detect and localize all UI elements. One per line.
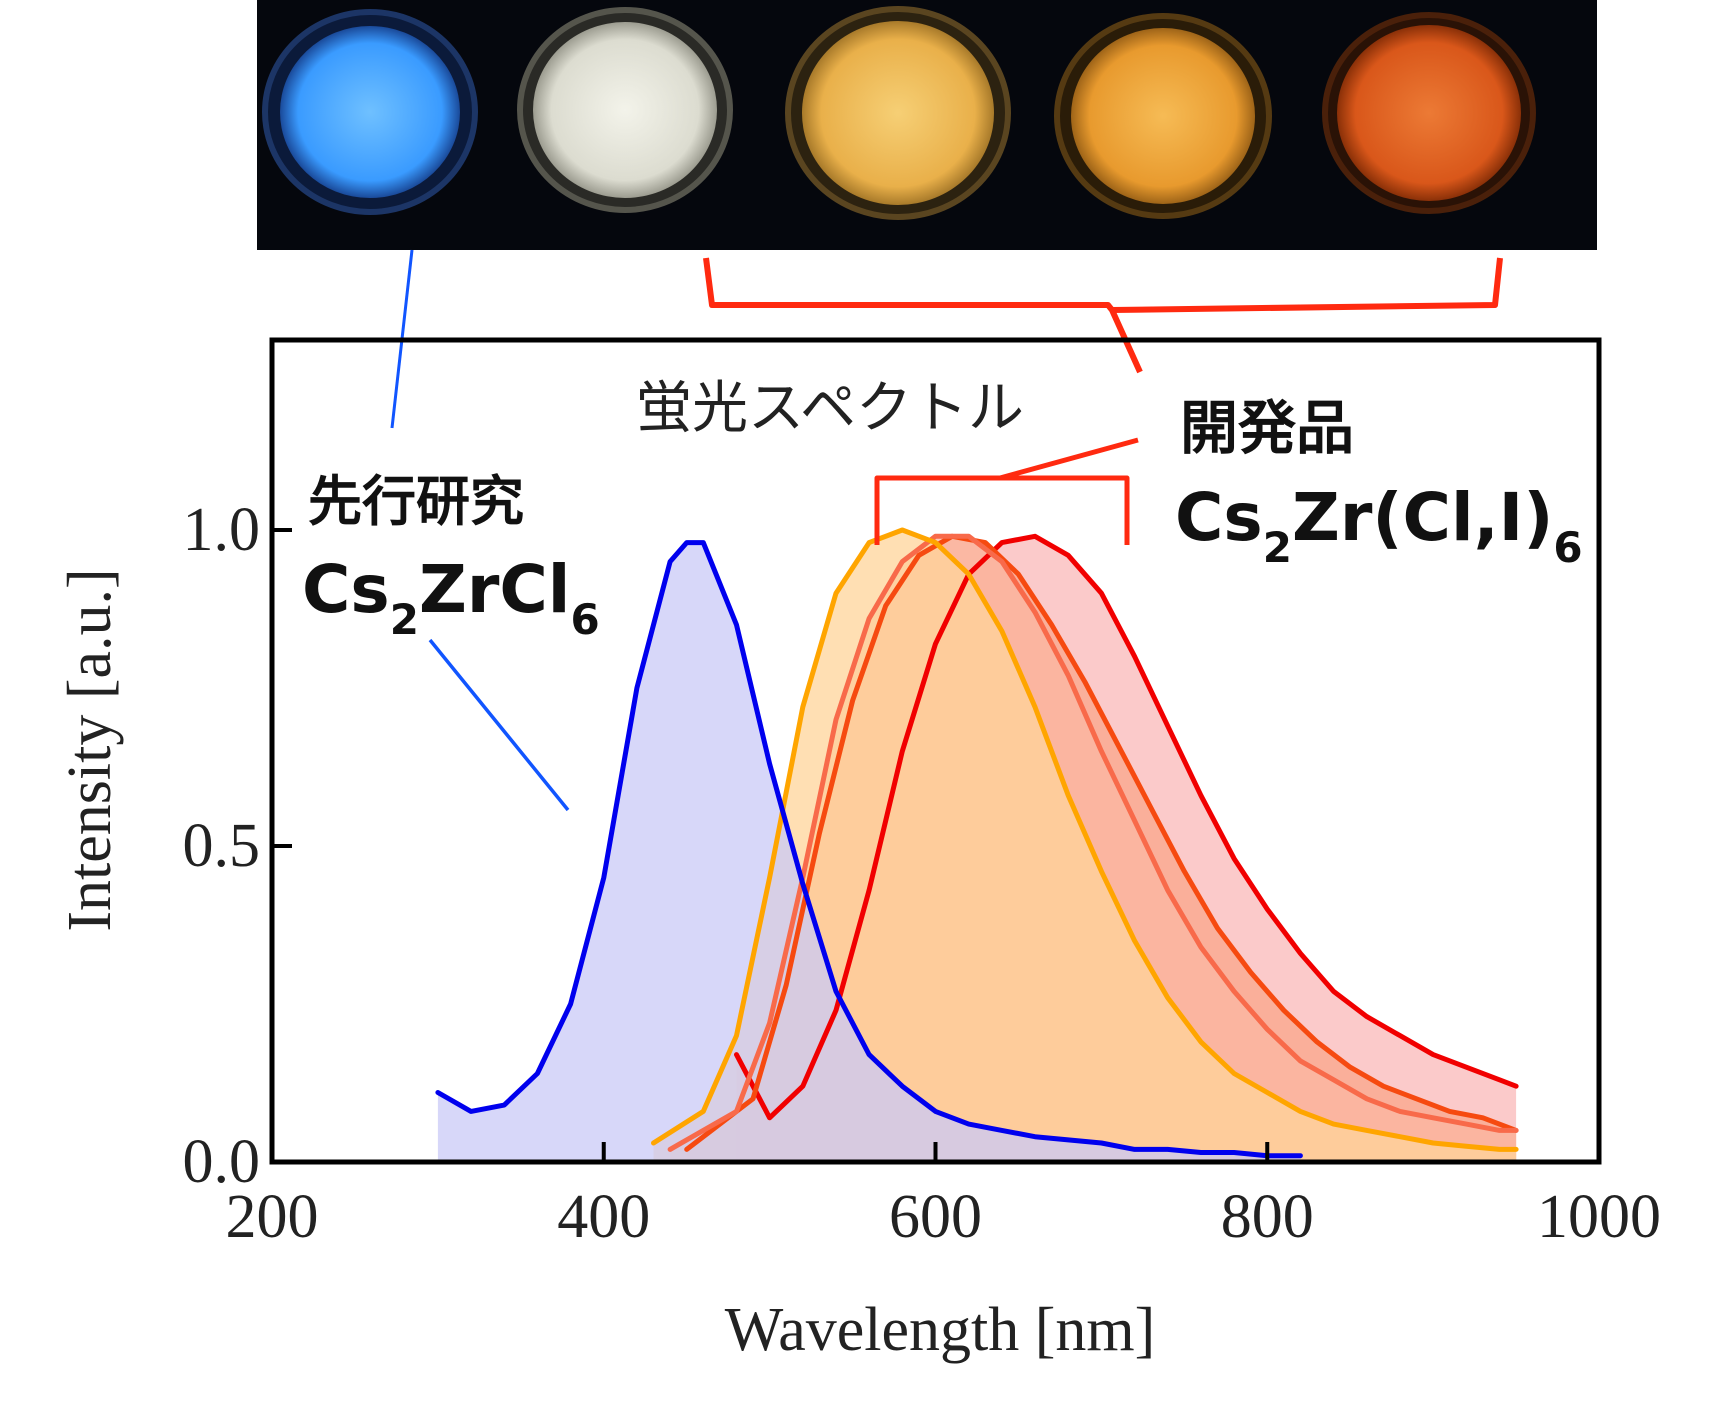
prior-study-heading: 先行研究	[308, 470, 524, 533]
sample-powder-1	[533, 22, 717, 198]
x-tick-label: 400	[557, 1183, 650, 1251]
x-tick-label: 200	[226, 1183, 319, 1251]
series-line-1	[651, 527, 1519, 1152]
developed-samples-bracket	[703, 257, 1503, 374]
developed-heading: 開発品	[1180, 394, 1354, 462]
axis-ticks: 200 400 600 800 1000 0.0 0.5 1.0	[183, 496, 1662, 1251]
sample-powder-2	[802, 21, 994, 205]
developed-formula-cs: Cs	[1175, 479, 1263, 556]
prior-formula-sub2: 6	[570, 595, 599, 644]
prior-formula-sub1: 2	[390, 595, 419, 644]
prior-study-pointer	[428, 638, 570, 812]
series-line-4	[734, 533, 1519, 1121]
x-axis-label: Wavelength [nm]	[725, 1296, 1156, 1364]
developed-formula-sub2: 6	[1553, 523, 1582, 572]
sample-photo-strip	[257, 0, 1597, 250]
developed-formula: Cs2Zr(Cl,I)6	[1175, 479, 1583, 572]
prior-formula-cs: Cs	[302, 551, 390, 628]
series-fill-0	[437, 542, 1301, 1162]
series-fill-1	[653, 530, 1517, 1162]
prior-formula-mid: ZrCl	[419, 551, 570, 628]
x-tick-label: 600	[889, 1183, 982, 1251]
y-tick-label: 1.0	[183, 496, 261, 564]
series-line-3	[684, 533, 1519, 1152]
x-tick-label: 800	[1221, 1183, 1314, 1251]
chart-title: 蛍光スペクトル	[636, 376, 1024, 441]
series-line-0	[435, 540, 1303, 1159]
sample-powder-prior	[280, 26, 460, 198]
y-tick-label: 0.0	[183, 1128, 261, 1196]
y-axis-label: Intensity [a.u.]	[56, 568, 124, 931]
developed-curves-bracket	[874, 437, 1139, 545]
prior-study-formula: Cs2ZrCl6	[302, 551, 600, 644]
developed-formula-sub1: 2	[1263, 523, 1292, 572]
developed-formula-mid: Zr(Cl,I)	[1292, 479, 1553, 556]
plot-area	[435, 527, 1519, 1162]
x-tick-label: 1000	[1537, 1183, 1661, 1251]
sample-powder-4	[1337, 25, 1521, 201]
y-tick-label: 0.5	[183, 812, 261, 880]
series-line-2	[667, 533, 1519, 1152]
sample-powder-3	[1071, 28, 1255, 204]
